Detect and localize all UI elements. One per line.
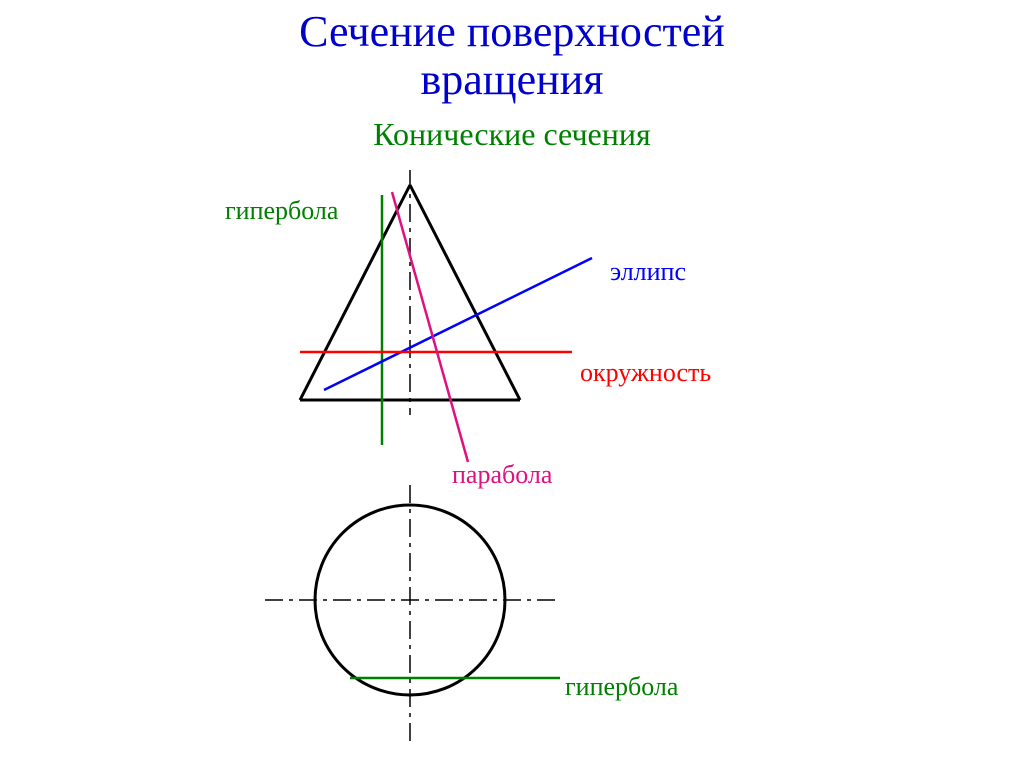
label-hyperbola-top: гипербола [225,196,338,226]
label-circle: окружность [580,358,711,388]
label-hyperbola-bottom: гипербола [565,672,678,702]
conic-sections-diagram [0,0,1024,768]
label-parabola: парабола [452,460,552,490]
label-ellipse: эллипс [610,257,686,287]
